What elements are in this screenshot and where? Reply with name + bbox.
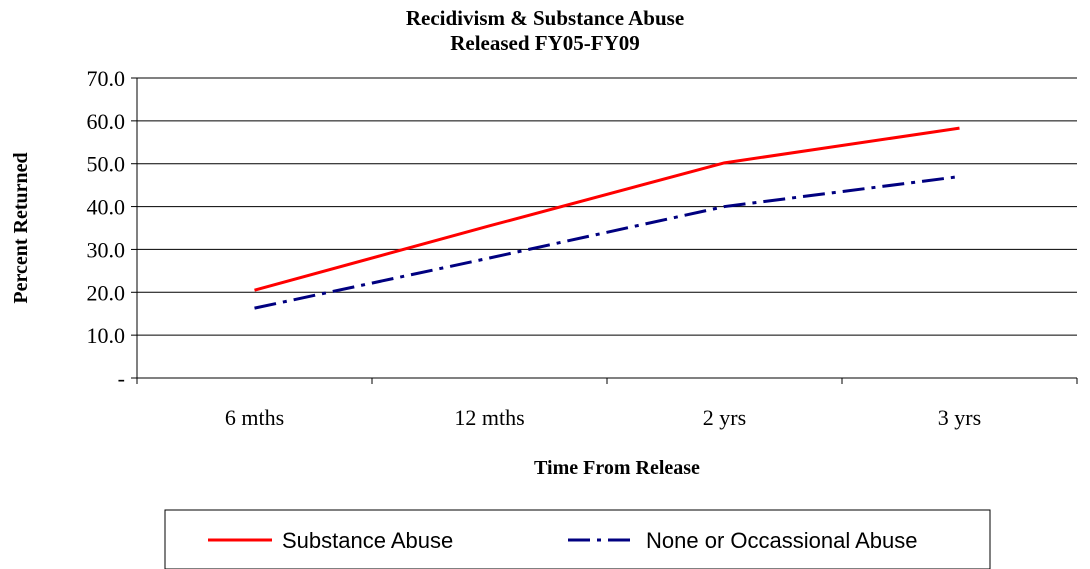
y-tick-label: 30.0 xyxy=(87,237,126,262)
x-tick-label: 2 yrs xyxy=(703,405,746,430)
gridlines xyxy=(137,77,1077,336)
series-line xyxy=(254,175,960,310)
y-tick-label: 60.0 xyxy=(87,109,126,134)
series-line xyxy=(254,126,960,292)
y-tick-label: - xyxy=(118,366,125,391)
y-tick-label: 20.0 xyxy=(87,280,126,305)
x-tick-label: 12 mths xyxy=(454,405,524,430)
y-axis-title: Percent Returned xyxy=(10,152,32,303)
series-lines xyxy=(254,126,960,310)
legend-label: Substance Abuse xyxy=(282,528,453,553)
axes xyxy=(131,77,1078,384)
y-tick-label: 40.0 xyxy=(87,195,126,220)
x-tick-label: 6 mths xyxy=(225,405,284,430)
chart-title: Recidivism & Substance Abuse xyxy=(405,6,685,30)
legend-label: None or Occassional Abuse xyxy=(646,528,918,553)
x-tick-label: 3 yrs xyxy=(938,405,981,430)
chart-subtitle: Released FY05-FY09 xyxy=(450,31,640,55)
y-tick-label: 50.0 xyxy=(87,152,126,177)
y-tick-label: 70.0 xyxy=(87,66,126,91)
tick-labels: - 10.0 20.0 30.0 40.0 50.0 60.0 70.0 6 mths 12 mt… xyxy=(87,66,982,430)
y-tick-label: 10.0 xyxy=(87,323,126,348)
legend: Substance Abuse None or Occassional Abuse xyxy=(164,509,991,569)
x-axis-title: Time From Release xyxy=(534,457,700,479)
